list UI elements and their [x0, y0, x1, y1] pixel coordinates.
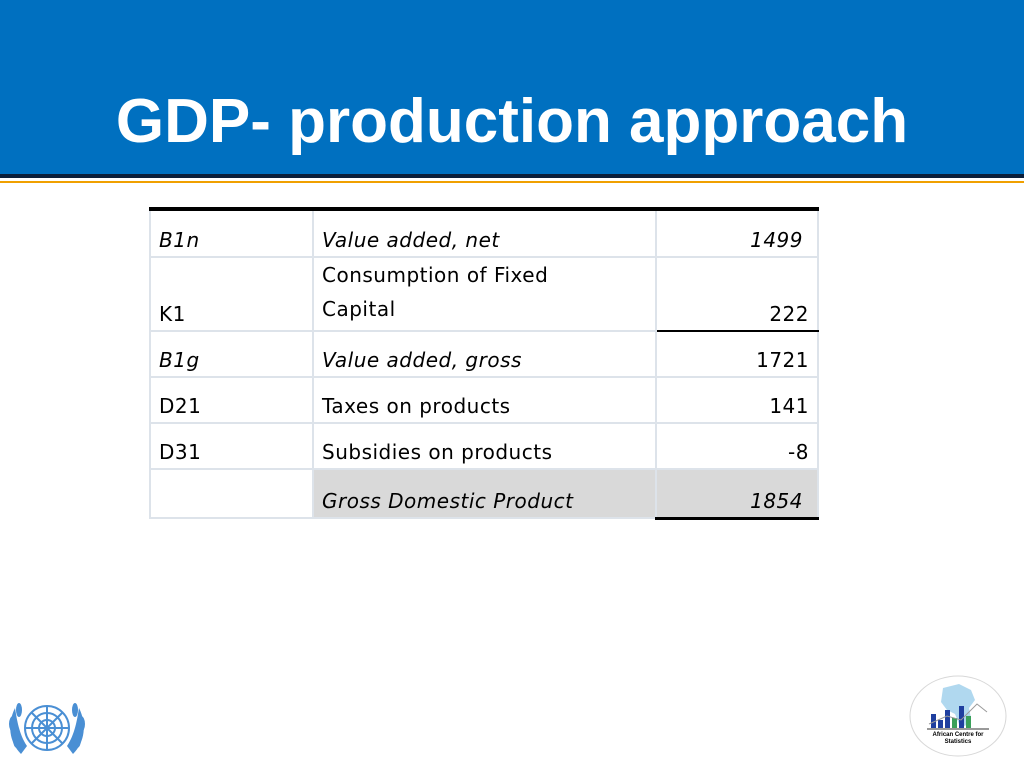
- table-row: D31 Subsidies on products -8: [149, 422, 819, 470]
- table-row: B1n Value added, net 1499: [149, 207, 819, 258]
- table-row: K1 Consumption of Fixed Capital 222: [149, 256, 819, 332]
- row-code: K1: [149, 256, 314, 332]
- african-centre-for-statistics-logo: African Centre for Statistics: [907, 674, 1009, 758]
- header-divider-dark: [0, 174, 1024, 178]
- slide-header: GDP- production approach: [0, 0, 1024, 174]
- row-label: Consumption of Fixed Capital: [312, 256, 657, 332]
- acs-logo-text: African Centre for Statistics: [932, 732, 984, 745]
- table-row: D21 Taxes on products 141: [149, 376, 819, 424]
- row-code: B1g: [149, 330, 314, 378]
- row-label: Subsidies on products: [312, 422, 657, 470]
- row-value: 1854: [655, 468, 819, 520]
- row-label-line1: Consumption of Fixed: [322, 263, 549, 287]
- table-row-total: Gross Domestic Product 1854: [149, 468, 819, 520]
- row-label: Gross Domestic Product: [312, 468, 657, 519]
- row-code: D31: [149, 422, 314, 470]
- row-value: 141: [655, 376, 819, 424]
- un-emblem-icon: [9, 703, 85, 754]
- row-value: -8: [655, 422, 819, 470]
- row-value: 1721: [655, 330, 819, 378]
- header-divider-gold: [0, 181, 1024, 183]
- row-code: D21: [149, 376, 314, 424]
- row-code: [149, 468, 314, 519]
- table-row: B1g Value added, gross 1721: [149, 330, 819, 378]
- row-value: 1499: [655, 207, 819, 258]
- row-label-line2: Capital: [322, 297, 396, 321]
- slide-title: GDP- production approach: [115, 87, 909, 156]
- row-label: Taxes on products: [312, 376, 657, 424]
- row-code: B1n: [149, 207, 314, 258]
- row-label: Value added, gross: [312, 330, 657, 378]
- african-centre-for-statistics-logo-icon: [909, 675, 1007, 757]
- gdp-production-table: B1n Value added, net 1499 K1 Consumption…: [149, 207, 819, 520]
- row-label: Value added, net: [312, 207, 657, 258]
- row-value: 222: [655, 256, 819, 332]
